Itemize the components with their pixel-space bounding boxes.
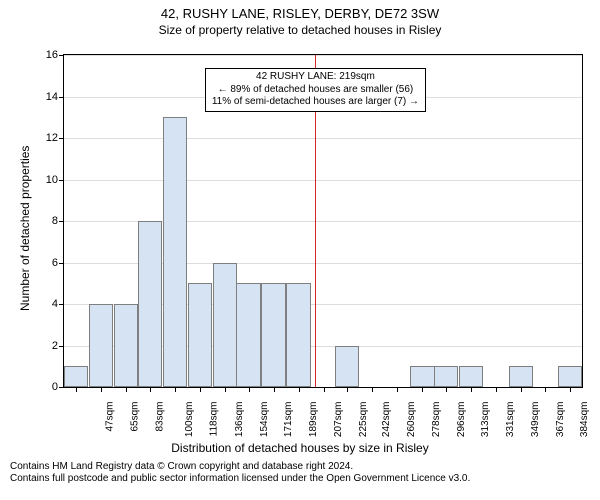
x-axis-label: Distribution of detached houses by size … [0,441,600,455]
histogram-bar [434,366,458,387]
xtick-mark [249,387,250,392]
xtick-mark [101,387,102,392]
footer: Contains HM Land Registry data © Crown c… [0,457,600,485]
xtick-mark [372,387,373,392]
ytick-label: 4 [52,298,64,310]
plot: 024681012141647sqm65sqm83sqm100sqm118sqm… [64,55,582,387]
xtick-label: 225sqm [356,402,369,438]
ytick-label: 10 [46,174,64,186]
xtick-mark [324,387,325,392]
histogram-bar [236,283,260,387]
xtick-label: 296sqm [455,402,468,438]
xtick-mark [299,387,300,392]
xtick-label: 313sqm [478,402,491,438]
histogram-bar [335,346,359,388]
xtick-mark [570,387,571,392]
xtick-mark [397,387,398,392]
histogram-bar [64,366,88,387]
xtick-mark [496,387,497,392]
ytick-label: 6 [52,257,64,269]
histogram-bar [188,283,212,387]
ytick-label: 14 [46,91,64,103]
annotation-box: 42 RUSHY LANE: 219sqm← 89% of detached h… [205,68,426,112]
histogram-bar [163,117,187,387]
xtick-label: 47sqm [103,402,116,432]
xtick-mark [76,387,77,392]
xtick-mark [347,387,348,392]
histogram-bar [459,366,483,387]
histogram-bar [261,283,285,387]
xtick-label: 83sqm [153,402,166,432]
xtick-mark [200,387,201,392]
title-main: 42, RUSHY LANE, RISLEY, DERBY, DE72 3SW [0,6,600,21]
xtick-mark [225,387,226,392]
xtick-mark [521,387,522,392]
xtick-label: 349sqm [528,402,541,438]
footer-line-1: Contains HM Land Registry data © Crown c… [10,461,590,473]
xtick-mark [422,387,423,392]
xtick-label: 154sqm [257,402,270,438]
xtick-mark [274,387,275,392]
xtick-label: 207sqm [331,402,344,438]
xtick-label: 260sqm [404,402,417,438]
xtick-label: 118sqm [206,402,219,437]
histogram-bar [114,304,138,387]
xtick-label: 65sqm [128,402,141,432]
histogram-bar [410,366,434,387]
xtick-mark [175,387,176,392]
xtick-label: 100sqm [182,402,195,438]
xtick-label: 242sqm [379,402,392,438]
annotation-line: ← 89% of detached houses are smaller (56… [212,84,419,97]
xtick-mark [446,387,447,392]
ytick-label: 16 [46,49,64,61]
gridline [64,55,582,56]
annotation-line: 42 RUSHY LANE: 219sqm [212,71,419,84]
annotation-line: 11% of semi-detached houses are larger (… [212,96,419,109]
histogram-bar [509,366,533,387]
xtick-mark [471,387,472,392]
gridline [64,138,582,139]
histogram-bar [89,304,113,387]
ytick-label: 2 [52,340,64,352]
xtick-label: 278sqm [429,402,442,438]
ytick-label: 0 [52,381,64,393]
xtick-label: 136sqm [232,402,245,438]
ytick-label: 8 [52,215,64,227]
xtick-label: 171sqm [281,402,294,438]
histogram-bar [138,221,162,387]
ytick-label: 12 [46,132,64,144]
xtick-mark [150,387,151,392]
xtick-mark [126,387,127,392]
histogram-bar [286,283,310,387]
xtick-label: 384sqm [577,402,590,438]
xtick-label: 331sqm [503,402,516,438]
chart-area: 0 2 4 6 8 10 12 14 16 47sqm 65sqm 83sqm 100sqm 118sqm… [0,37,600,457]
footer-line-2: Contains full postcode and public sector… [10,473,590,485]
xtick-label: 367sqm [553,402,566,438]
xtick-label: 189sqm [306,402,319,438]
y-axis-label: Number of detached properties [18,146,32,311]
title-sub: Size of property relative to detached ho… [0,23,600,37]
xtick-mark [545,387,546,392]
gridline [64,180,582,181]
histogram-bar [558,366,582,387]
histogram-bar [213,263,237,388]
